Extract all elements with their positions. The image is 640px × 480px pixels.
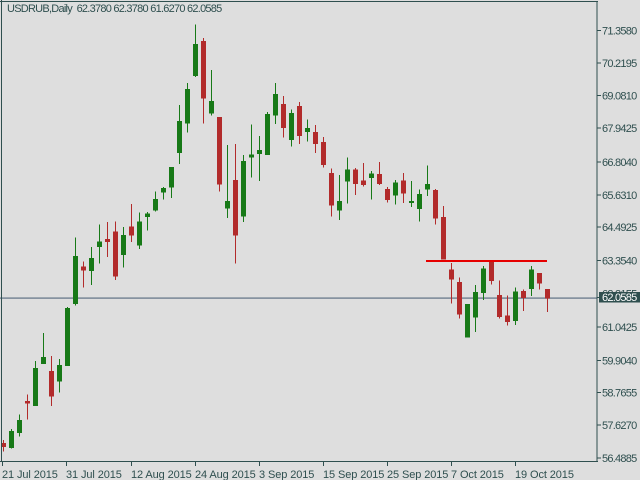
svg-text:25 Sep 2015: 25 Sep 2015 (387, 469, 448, 480)
svg-text:57.6270: 57.6270 (602, 420, 637, 432)
svg-text:59.9040: 59.9040 (602, 356, 637, 368)
svg-text:63.3540: 63.3540 (602, 256, 637, 268)
svg-text:65.6310: 65.6310 (602, 190, 637, 202)
svg-text:12 Aug 2015: 12 Aug 2015 (131, 469, 192, 480)
svg-text:15 Sep 2015: 15 Sep 2015 (323, 469, 384, 480)
svg-text:67.9425: 67.9425 (602, 123, 637, 135)
svg-text:64.4925: 64.4925 (602, 222, 637, 234)
svg-text:71.3580: 71.3580 (602, 26, 637, 38)
svg-text:21 Jul 2015: 21 Jul 2015 (2, 469, 58, 480)
svg-text:69.0810: 69.0810 (602, 91, 637, 103)
svg-text:USDRUB,Daily 62.3780 62.3780: USDRUB,Daily 62.3780 62.3780 61.6270 62.… (7, 3, 222, 15)
svg-text:24 Aug 2015: 24 Aug 2015 (195, 469, 256, 480)
svg-text:70.2195: 70.2195 (602, 58, 637, 70)
svg-text:7 Oct 2015: 7 Oct 2015 (451, 469, 504, 480)
svg-text:58.7655: 58.7655 (602, 388, 637, 400)
svg-text:56.4885: 56.4885 (602, 453, 637, 465)
svg-text:31 Jul 2015: 31 Jul 2015 (66, 469, 122, 480)
svg-text:19 Oct 2015: 19 Oct 2015 (515, 469, 574, 480)
svg-text:61.0425: 61.0425 (602, 322, 637, 334)
svg-text:66.8040: 66.8040 (602, 157, 637, 169)
svg-text:3 Sep 2015: 3 Sep 2015 (259, 469, 314, 480)
svg-text:62.0585: 62.0585 (602, 292, 637, 304)
